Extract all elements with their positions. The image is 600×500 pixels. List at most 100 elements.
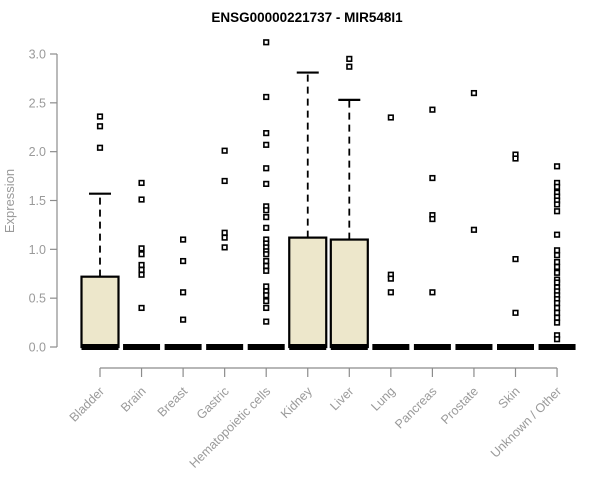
outlier-point: [96, 113, 104, 120]
box-iqr: [329, 238, 369, 349]
box-iqr: [80, 275, 120, 349]
outlier-point: [553, 319, 561, 326]
outlier-point: [553, 309, 561, 316]
outlier-point: [180, 257, 187, 265]
outlier-point: [138, 271, 145, 278]
outlier-point: [263, 257, 270, 265]
median-bar: [455, 344, 493, 350]
outlier-point: [263, 297, 270, 305]
median-bar: [497, 344, 534, 350]
outlier-point: [263, 251, 270, 258]
x-tick-label-kidney: Kidney: [278, 384, 315, 421]
outlier-point: [180, 316, 187, 323]
outlier-point: [96, 144, 104, 151]
outlier-point: [553, 163, 561, 170]
outlier-point: [429, 215, 436, 223]
x-tick-label-prostate: Prostate: [438, 384, 481, 427]
outlier-point: [263, 130, 270, 137]
outlier-point: [553, 183, 561, 190]
x-tick-label-breast: Breast: [155, 384, 191, 420]
outlier-point: [553, 279, 561, 286]
box-group-gastric: Gastric: [194, 147, 244, 422]
outlier-point: [263, 214, 270, 221]
x-tick-label-lung: Lung: [368, 384, 398, 414]
outlier-point: [553, 304, 561, 312]
median-bar: [164, 344, 202, 350]
x-tick-label-unknown-other: Unknown / Other: [488, 384, 564, 460]
median-bar: [123, 344, 161, 350]
y-tick-label: 1.5: [29, 194, 46, 208]
y-tick-label: 1.0: [29, 243, 46, 257]
outlier-point: [263, 141, 270, 148]
outlier-point: [429, 174, 436, 182]
outlier-point: [512, 255, 519, 263]
median-bar: [289, 344, 327, 350]
outlier-point: [221, 244, 228, 251]
outlier-point: [263, 207, 270, 214]
outlier-point: [429, 289, 436, 296]
outlier-point: [221, 234, 228, 241]
outlier-point: [553, 269, 561, 276]
box-group-pancreas: Pancreas: [392, 106, 451, 431]
x-tick-label-gastric: Gastric: [194, 384, 232, 422]
y-tick-label: 0.0: [29, 341, 46, 355]
outlier-point: [553, 299, 561, 307]
outlier-point: [512, 155, 519, 162]
box-group-skin: Skin: [496, 151, 534, 411]
median-bar: [247, 344, 285, 350]
median-bar: [538, 344, 576, 350]
box-group-liver: Liver: [327, 55, 369, 413]
x-tick-label-brain: Brain: [118, 384, 149, 415]
x-tick-label-hematopoietic-cells: Hematopoietic cells: [187, 384, 274, 471]
outlier-point: [346, 55, 353, 62]
outlier-point: [263, 180, 270, 187]
outlier-point: [553, 263, 561, 271]
outlier-point: [180, 289, 187, 296]
outlier-point: [96, 123, 104, 130]
outlier-point: [346, 63, 353, 70]
outlier-point: [553, 231, 561, 238]
outlier-point: [263, 304, 270, 312]
x-tick-label-skin: Skin: [496, 384, 523, 411]
box-group-bladder: Bladder: [67, 113, 120, 425]
outlier-point: [263, 39, 270, 46]
median-bar: [206, 344, 244, 350]
outlier-point: [429, 106, 436, 113]
outlier-point: [138, 196, 145, 203]
box-iqr: [288, 236, 328, 349]
median-bar: [81, 344, 119, 350]
box-group-lung: Lung: [368, 114, 410, 414]
outlier-point: [387, 275, 394, 282]
outlier-point: [470, 226, 478, 233]
y-tick-label: 3.0: [29, 48, 46, 62]
outlier-point: [553, 314, 561, 321]
outlier-point: [263, 283, 270, 290]
outlier-point: [138, 266, 145, 273]
median-bar: [330, 344, 368, 350]
outlier-point: [553, 201, 561, 208]
y-axis-title: Expression: [2, 169, 17, 233]
median-bar: [413, 344, 451, 350]
box-group-breast: Breast: [155, 236, 202, 420]
outlier-point: [221, 177, 228, 185]
y-tick-label: 2.0: [29, 145, 46, 159]
outlier-point: [263, 165, 270, 172]
x-tick-label-liver: Liver: [327, 384, 356, 413]
outlier-point: [553, 336, 561, 343]
outlier-point: [387, 114, 394, 121]
median-bar: [372, 344, 410, 350]
outlier-point: [553, 258, 561, 266]
chart-title: ENSG00000221737 - MIR548I1: [211, 10, 403, 25]
outlier-point: [138, 304, 145, 312]
outlier-point: [263, 292, 270, 299]
x-tick-label-pancreas: Pancreas: [392, 384, 439, 431]
outlier-point: [180, 236, 187, 243]
outlier-point: [512, 309, 519, 316]
box-group-kidney: Kidney: [278, 71, 328, 421]
outlier-point: [263, 267, 270, 274]
box-group-prostate: Prostate: [438, 89, 493, 427]
y-tick-label: 2.5: [29, 96, 46, 110]
x-tick-label-bladder: Bladder: [67, 384, 107, 424]
